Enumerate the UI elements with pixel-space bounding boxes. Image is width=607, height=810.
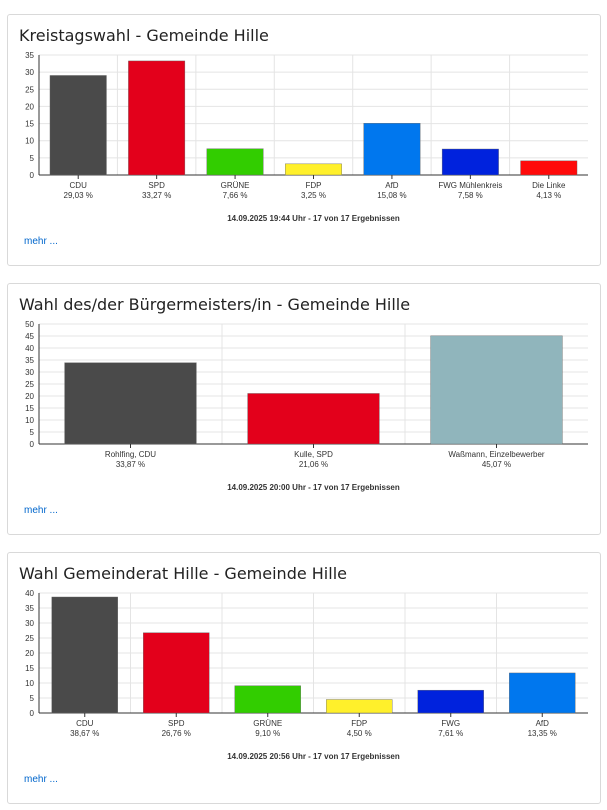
category-label: CDU [70, 181, 88, 190]
y-tick-label: 20 [25, 102, 34, 111]
bar [430, 335, 563, 445]
bar [49, 75, 107, 176]
value-label: 33,27 % [142, 191, 171, 200]
y-tick-label: 15 [25, 120, 34, 129]
bar [520, 160, 578, 176]
y-tick-label: 40 [25, 589, 34, 598]
category-label: FWG [441, 719, 460, 728]
y-tick-label: 30 [25, 619, 34, 628]
category-label: FDP [306, 181, 322, 190]
more-link[interactable]: mehr ... [24, 505, 58, 516]
bar [441, 148, 499, 176]
y-tick-label: 40 [25, 344, 34, 353]
bar [206, 148, 264, 176]
y-tick-label: 5 [30, 154, 35, 163]
value-label: 26,76 % [162, 729, 191, 738]
bar [417, 689, 484, 714]
panel-title: Kreistagswahl - Gemeinde Hille [19, 26, 269, 45]
panel-title: Wahl Gemeinderat Hille - Gemeinde Hille [19, 564, 347, 583]
panel-gemeinderatswahl: Wahl Gemeinderat Hille - Gemeinde Hille … [7, 552, 601, 804]
bar [143, 632, 210, 714]
value-label: 38,67 % [70, 729, 99, 738]
y-tick-label: 0 [30, 171, 35, 180]
bar [51, 596, 118, 714]
y-tick-label: 0 [30, 440, 35, 449]
value-label: 21,06 % [299, 460, 328, 469]
result-timestamp: 14.09.2025 20:00 Uhr - 17 von 17 Ergebni… [227, 483, 400, 492]
y-tick-label: 5 [30, 428, 35, 437]
bar [509, 672, 576, 714]
y-tick-label: 50 [25, 320, 34, 329]
more-link[interactable]: mehr ... [24, 774, 58, 785]
bar [363, 123, 421, 176]
value-label: 13,35 % [528, 729, 557, 738]
category-label: GRÜNE [253, 719, 282, 728]
category-label: Kulle, SPD [294, 450, 333, 459]
y-tick-label: 35 [25, 51, 34, 60]
y-tick-label: 25 [25, 85, 34, 94]
bar [285, 163, 342, 176]
y-tick-label: 45 [25, 332, 34, 341]
more-link[interactable]: mehr ... [24, 236, 58, 247]
y-tick-label: 0 [30, 709, 35, 718]
category-label: FWG Mühlenkreis [438, 181, 502, 190]
y-tick-label: 15 [25, 664, 34, 673]
bar [326, 699, 393, 714]
y-tick-label: 30 [25, 368, 34, 377]
y-tick-label: 25 [25, 634, 34, 643]
category-label: Rohlfing, CDU [105, 450, 156, 459]
category-label: AfD [536, 719, 550, 728]
category-label: FDP [351, 719, 367, 728]
category-label: SPD [168, 719, 185, 728]
result-timestamp: 14.09.2025 20:56 Uhr - 17 von 17 Ergebni… [227, 752, 400, 761]
y-tick-label: 20 [25, 649, 34, 658]
bar [128, 60, 186, 176]
category-label: SPD [148, 181, 165, 190]
result-timestamp: 14.09.2025 19:44 Uhr - 17 von 17 Ergebni… [227, 214, 400, 223]
value-label: 7,58 % [458, 191, 483, 200]
value-label: 7,66 % [223, 191, 248, 200]
category-label: Waßmann, Einzelbewerber [448, 450, 545, 459]
y-tick-label: 5 [30, 694, 35, 703]
y-tick-label: 10 [25, 137, 34, 146]
y-tick-label: 35 [25, 604, 34, 613]
bar [64, 362, 197, 445]
panel-kreistagswahl: Kreistagswahl - Gemeinde Hille 0 5 10 15 20 2… [7, 14, 601, 266]
value-label: 7,61 % [438, 729, 463, 738]
y-tick-label: 25 [25, 380, 34, 389]
category-label: AfD [385, 181, 399, 190]
y-tick-label: 10 [25, 679, 34, 688]
category-label: GRÜNE [221, 181, 250, 190]
value-label: 45,07 % [482, 460, 511, 469]
bar [247, 393, 380, 445]
bar [234, 685, 301, 714]
y-tick-label: 15 [25, 404, 34, 413]
value-label: 29,03 % [64, 191, 93, 200]
value-label: 15,08 % [377, 191, 406, 200]
y-tick-label: 10 [25, 416, 34, 425]
value-label: 33,87 % [116, 460, 145, 469]
y-tick-label: 20 [25, 392, 34, 401]
y-tick-label: 30 [25, 68, 34, 77]
value-label: 3,25 % [301, 191, 326, 200]
y-tick-label: 35 [25, 356, 34, 365]
value-label: 4,13 % [536, 191, 561, 200]
panel-title: Wahl des/der Bürgermeisters/in - Gemeind… [19, 295, 411, 314]
category-label: CDU [76, 719, 94, 728]
value-label: 9,10 % [255, 729, 280, 738]
panel-buergermeisterwahl: Wahl des/der Bürgermeisters/in - Gemeind… [7, 283, 601, 535]
value-label: 4,50 % [347, 729, 372, 738]
category-label: Die Linke [532, 181, 566, 190]
